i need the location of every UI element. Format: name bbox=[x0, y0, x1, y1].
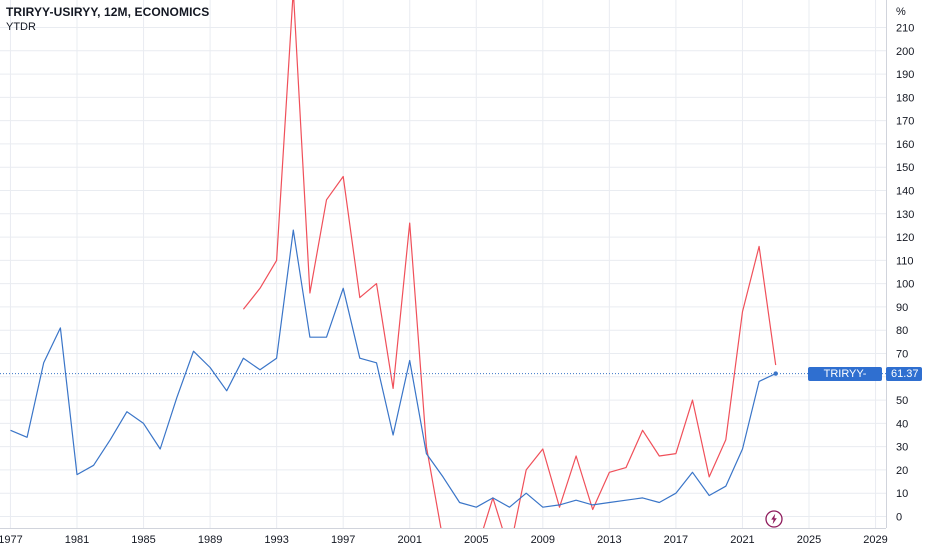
y-tick-label: 110 bbox=[896, 255, 914, 267]
x-tick-label: 2025 bbox=[797, 534, 821, 546]
y-tick-label: 150 bbox=[896, 162, 914, 174]
x-tick-label: 2021 bbox=[730, 534, 754, 546]
last-value-tag: 61.37 bbox=[886, 366, 922, 381]
x-tick-label: 2017 bbox=[664, 534, 688, 546]
chart-header: TRIRYY-USIRYY, 12M, ECONOMICS YTDR bbox=[6, 5, 209, 33]
y-tick-label: 90 bbox=[896, 302, 908, 314]
chart-title: TRIRYY-USIRYY, 12M, ECONOMICS bbox=[6, 5, 210, 19]
axes: 0102030405060708090100110120130140150160… bbox=[0, 0, 914, 546]
grid bbox=[0, 0, 886, 528]
y-tick-label: 100 bbox=[896, 279, 914, 291]
unit-label: % bbox=[896, 6, 906, 18]
x-tick-label: 2013 bbox=[597, 534, 621, 546]
x-tick-label: 1989 bbox=[198, 534, 222, 546]
series-line-1 bbox=[242, 0, 777, 528]
x-tick-label: 1985 bbox=[131, 534, 155, 546]
x-tick-label: 1997 bbox=[331, 534, 355, 546]
y-tick-label: 210 bbox=[896, 23, 914, 35]
y-tick-label: 180 bbox=[896, 92, 914, 104]
y-tick-label: 200 bbox=[896, 46, 914, 58]
y-tick-label: 190 bbox=[896, 69, 914, 81]
y-tick-label: 0 bbox=[896, 512, 902, 524]
y-tick-label: 70 bbox=[896, 349, 908, 361]
x-tick-label: 2001 bbox=[397, 534, 421, 546]
y-tick-label: 10 bbox=[896, 488, 908, 500]
x-tick-label: 1993 bbox=[264, 534, 288, 546]
chart-subtitle: YTDR bbox=[6, 21, 36, 33]
y-tick-label: 160 bbox=[896, 139, 914, 151]
x-tick-label: 2029 bbox=[863, 534, 887, 546]
lightning-icon[interactable] bbox=[765, 510, 783, 528]
y-tick-label: 80 bbox=[896, 325, 908, 337]
y-tick-label: 30 bbox=[896, 442, 908, 454]
x-tick-label: 2009 bbox=[531, 534, 555, 546]
x-tick-label: 1981 bbox=[65, 534, 89, 546]
x-tick-label: 2005 bbox=[464, 534, 488, 546]
last-value-marker bbox=[773, 371, 778, 376]
series-layer bbox=[0, 0, 886, 528]
y-tick-label: 50 bbox=[896, 395, 908, 407]
y-tick-label: 120 bbox=[896, 232, 914, 244]
y-tick-label: 140 bbox=[896, 186, 914, 198]
series-name-tag: TRIRYY-USIRYY bbox=[808, 366, 882, 394]
y-tick-label: 40 bbox=[896, 418, 908, 430]
series-line-2 bbox=[10, 229, 776, 508]
y-tick-label: 130 bbox=[896, 209, 914, 221]
y-tick-label: 20 bbox=[896, 465, 908, 477]
y-tick-label: 170 bbox=[896, 116, 914, 128]
x-tick-label: 1977 bbox=[0, 534, 23, 546]
